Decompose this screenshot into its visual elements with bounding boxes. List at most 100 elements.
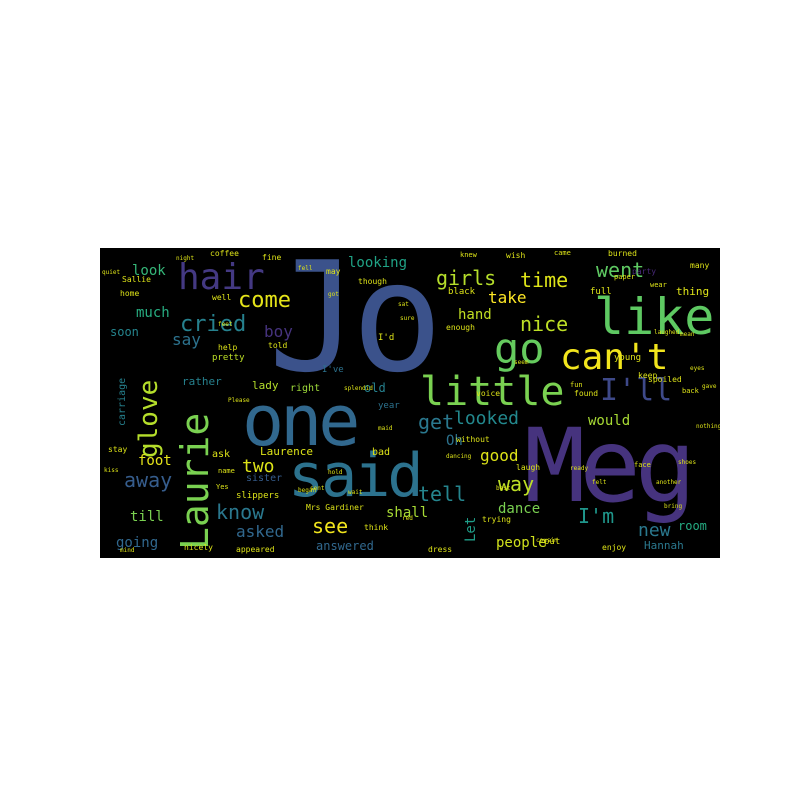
word: ask: [212, 449, 231, 460]
word: fine: [262, 253, 282, 262]
word: away: [124, 468, 173, 492]
word: quiet: [102, 269, 121, 276]
word: look: [132, 263, 166, 279]
word: cousin: [536, 537, 558, 544]
word: dance: [498, 501, 541, 517]
word: looked: [454, 408, 520, 429]
word: mean: [680, 331, 695, 338]
word: found: [574, 389, 599, 398]
word: much: [136, 305, 170, 321]
word: say: [172, 330, 201, 349]
word: young: [614, 353, 642, 363]
word: splendid: [344, 385, 373, 392]
word: time: [520, 268, 569, 292]
word: old: [364, 381, 386, 395]
word: wait: [348, 489, 363, 496]
word: seem: [514, 359, 529, 366]
word: nicely: [184, 543, 213, 552]
word: maid: [378, 425, 393, 432]
word: girls: [436, 266, 497, 290]
word: one: [242, 380, 360, 462]
word: carriage: [117, 377, 128, 426]
word: Yes: [216, 483, 229, 491]
word: got: [328, 291, 339, 298]
word: best: [496, 485, 511, 492]
word: would: [588, 413, 631, 429]
word: like: [594, 288, 715, 346]
word: full: [590, 287, 612, 297]
word: shall: [386, 505, 429, 521]
word: room: [678, 519, 707, 533]
word: ready: [570, 465, 589, 472]
word: fun: [570, 381, 583, 389]
word: soon: [110, 325, 139, 339]
word: trying: [482, 515, 511, 524]
word: see: [312, 514, 349, 538]
word: another: [656, 479, 682, 486]
word: lady: [252, 379, 279, 392]
word: can't: [560, 337, 669, 378]
word: dress: [428, 545, 453, 554]
word: name: [218, 467, 235, 475]
word: going: [116, 535, 159, 551]
word: though: [358, 277, 387, 286]
word: new: [638, 520, 671, 541]
word: back: [682, 387, 699, 395]
word: till: [130, 509, 164, 525]
word: fell: [298, 265, 313, 272]
word: get: [418, 410, 455, 434]
word: many: [690, 261, 710, 270]
word: people: [496, 535, 547, 551]
word: Meg: [524, 407, 696, 526]
word: way: [498, 472, 535, 496]
word: looking: [348, 255, 408, 271]
word: I'd: [378, 333, 395, 343]
word: glove: [134, 379, 164, 458]
word: foot: [138, 453, 172, 469]
word: wear: [650, 281, 667, 289]
word: little: [420, 369, 565, 415]
word: face: [634, 461, 651, 469]
word: laughed: [654, 329, 680, 336]
word: gave: [702, 383, 717, 390]
word: Mrs Gardiner: [306, 503, 364, 512]
word: hold: [328, 469, 343, 476]
word: I'm: [578, 504, 615, 528]
word: hand: [458, 307, 492, 323]
word: party: [632, 267, 657, 276]
word: hair: [178, 257, 265, 298]
word: good: [480, 446, 519, 465]
word: Sallie: [122, 275, 151, 284]
word: enjoy: [602, 543, 627, 552]
word: think: [364, 523, 389, 532]
word: Laurence: [260, 445, 313, 458]
word: pretty: [212, 353, 245, 363]
word: laugh: [516, 463, 541, 472]
word: Please: [228, 397, 250, 404]
word: I'll: [600, 373, 673, 408]
word: knew: [460, 251, 477, 259]
word: right: [290, 383, 321, 394]
word: nice: [520, 312, 569, 336]
word: went: [596, 258, 645, 282]
word: stay: [108, 445, 128, 454]
word: two: [242, 456, 275, 477]
word: slippers: [236, 491, 280, 501]
word: come: [238, 288, 291, 313]
word: put: [544, 537, 561, 547]
word: mind: [120, 547, 135, 554]
word: sat: [398, 301, 409, 308]
word: cried: [180, 312, 247, 337]
word: felt: [592, 479, 607, 486]
word: sister: [246, 473, 283, 484]
word: eyes: [690, 365, 705, 372]
word: black: [448, 287, 476, 297]
word: I've: [322, 365, 344, 375]
word-cloud: Jo Meg one said like little go can't Lau…: [100, 248, 720, 558]
word: thing: [676, 285, 710, 298]
word: voice: [476, 389, 501, 398]
word: shoes: [678, 459, 697, 466]
word: keep: [638, 371, 658, 380]
word: well: [212, 293, 232, 302]
word: tell: [418, 482, 467, 506]
